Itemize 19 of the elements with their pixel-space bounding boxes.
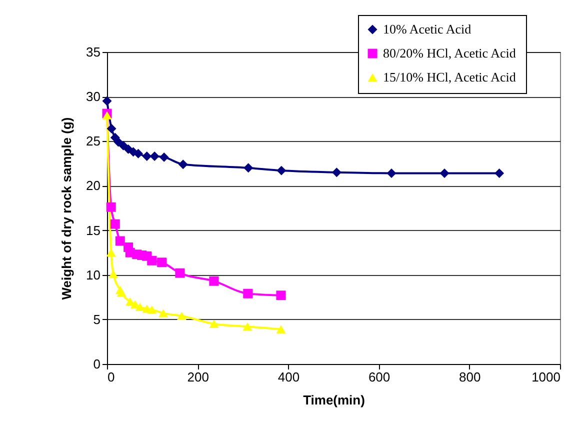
y-tick-label: 20 (86, 178, 100, 194)
y-tick-label: 0 (93, 356, 100, 372)
legend-label: 10% Acetic Acid (383, 22, 472, 36)
y-axis-title: Weight of dry rock sample (g) (59, 117, 74, 300)
x-tick-label: 600 (368, 370, 390, 384)
x-tick-label: 1000 (532, 370, 560, 384)
x-tick-label: 0 (108, 370, 115, 384)
y-tick-label: 10 (86, 267, 100, 282)
x-axis-title: Time(min) (303, 392, 365, 408)
y-tick-label: 15 (86, 222, 100, 238)
y-tick-label: 25 (86, 134, 100, 149)
legend-label: 15/10% HCl, Acetic Acid (383, 70, 516, 84)
y-tick-label: 30 (86, 89, 100, 104)
y-tick-label: 5 (93, 312, 100, 327)
x-tick-label: 400 (278, 370, 300, 384)
legend-label: 80/20% HCl, Acetic Acid (383, 46, 516, 60)
x-tick-label: 200 (187, 370, 209, 384)
y-tick-label: 35 (86, 44, 100, 60)
x-tick-label: 800 (459, 370, 481, 384)
